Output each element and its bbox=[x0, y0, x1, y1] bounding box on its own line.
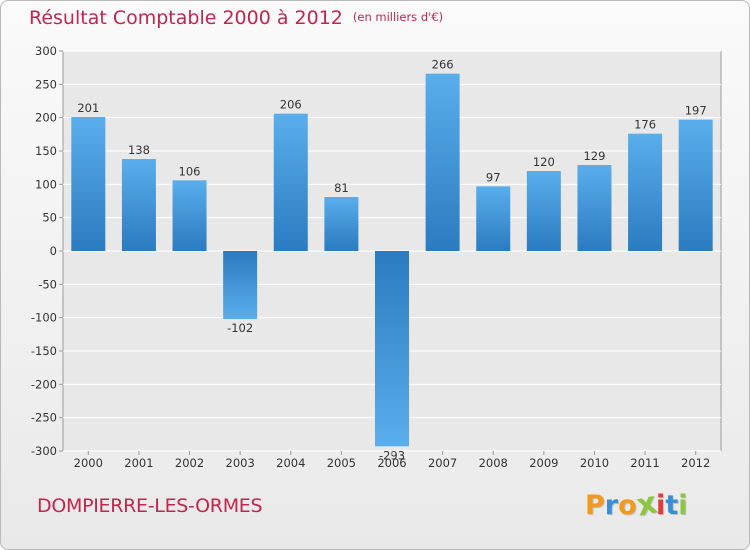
x-tick-label-2002: 2002 bbox=[175, 456, 204, 470]
bar-2004 bbox=[273, 113, 308, 252]
y-tick-label: -300 bbox=[31, 444, 57, 458]
x-tick-label-2008: 2008 bbox=[479, 456, 508, 470]
y-tick-label: -250 bbox=[31, 411, 57, 425]
x-tick-label-2012: 2012 bbox=[681, 456, 710, 470]
bars bbox=[71, 73, 713, 447]
x-axis: 2000 2001 2002 2003 2004 2005 2006 2007 2008 2009… bbox=[74, 451, 710, 470]
y-tick-label: -50 bbox=[38, 277, 57, 291]
x-tick-label-2000: 2000 bbox=[74, 456, 103, 470]
logo-letter: r bbox=[604, 490, 619, 521]
bar-2001 bbox=[121, 159, 156, 251]
value-label-2002: 106 bbox=[179, 164, 201, 178]
value-label-2008: 97 bbox=[486, 170, 501, 184]
x-tick-label-2006: 2006 bbox=[377, 456, 406, 470]
x-tick-label-2007: 2007 bbox=[428, 456, 457, 470]
logo-letter: i bbox=[656, 490, 666, 521]
x-tick-label-2001: 2001 bbox=[124, 456, 153, 470]
chart-title: Résultat Comptable 2000 à 2012 (en millie… bbox=[29, 7, 443, 29]
x-tick-label-2011: 2011 bbox=[630, 456, 659, 470]
bar-2009 bbox=[526, 171, 561, 251]
y-tick-label: 50 bbox=[42, 211, 57, 225]
y-tick-label: -100 bbox=[31, 311, 57, 325]
value-label-2004: 206 bbox=[280, 98, 302, 112]
value-label-2010: 129 bbox=[583, 149, 605, 163]
y-tick-label: -150 bbox=[31, 344, 57, 358]
bar-2008 bbox=[476, 186, 511, 251]
value-label-2009: 120 bbox=[533, 155, 555, 169]
y-tick-label: 200 bbox=[35, 111, 57, 125]
bar-2000 bbox=[71, 117, 106, 251]
x-tick-label-2004: 2004 bbox=[276, 456, 305, 470]
bar-2007 bbox=[425, 73, 460, 252]
y-tick-label: 100 bbox=[35, 177, 57, 191]
chart-title-text: Résultat Comptable 2000 à 2012 bbox=[29, 7, 343, 29]
bar-2002 bbox=[172, 180, 207, 251]
x-tick-label-2010: 2010 bbox=[580, 456, 609, 470]
chart-unit: (en milliers d'€) bbox=[352, 10, 444, 24]
y-tick-label: 0 bbox=[50, 244, 57, 258]
value-label-2007: 266 bbox=[432, 58, 454, 72]
value-label-2005: 81 bbox=[334, 181, 349, 195]
bar-2006 bbox=[375, 251, 409, 447]
logo-letter: i bbox=[678, 490, 688, 521]
bar-2005 bbox=[324, 197, 359, 251]
value-label-2011: 176 bbox=[634, 118, 656, 132]
y-tick-label: 300 bbox=[35, 44, 57, 58]
value-labels: 201 138 106 -102 206 81 -293 266 97 120 129 176 197 bbox=[77, 58, 706, 463]
x-tick-label-2009: 2009 bbox=[529, 456, 558, 470]
logo-letter: t bbox=[665, 490, 679, 521]
value-label-2001: 138 bbox=[128, 143, 150, 157]
bar-2012 bbox=[678, 119, 713, 252]
commune-name: DOMPIERRE-LES-ORMES bbox=[37, 495, 263, 517]
value-label-2012: 197 bbox=[685, 104, 707, 118]
bar-2003 bbox=[223, 251, 258, 319]
logo-letter: P bbox=[585, 490, 605, 521]
value-label-2000: 201 bbox=[77, 101, 99, 115]
x-tick-label-2005: 2005 bbox=[327, 456, 356, 470]
value-label-2006: -293 bbox=[379, 448, 405, 462]
logo-letter: o bbox=[618, 490, 637, 521]
y-tick-label: -200 bbox=[31, 377, 57, 391]
y-tick-label: 250 bbox=[35, 77, 57, 91]
bar-2010 bbox=[577, 165, 612, 251]
value-label-2003: -102 bbox=[227, 321, 253, 335]
proxiti-logo: Proxiti bbox=[585, 485, 688, 523]
bar-2011 bbox=[628, 133, 663, 251]
y-axis: 300 250 200 150 100 50 0 -50 -100 -150 -200 -250 -30… bbox=[31, 44, 63, 458]
x-tick-label-2003: 2003 bbox=[226, 456, 255, 470]
y-tick-label: 150 bbox=[35, 144, 57, 158]
